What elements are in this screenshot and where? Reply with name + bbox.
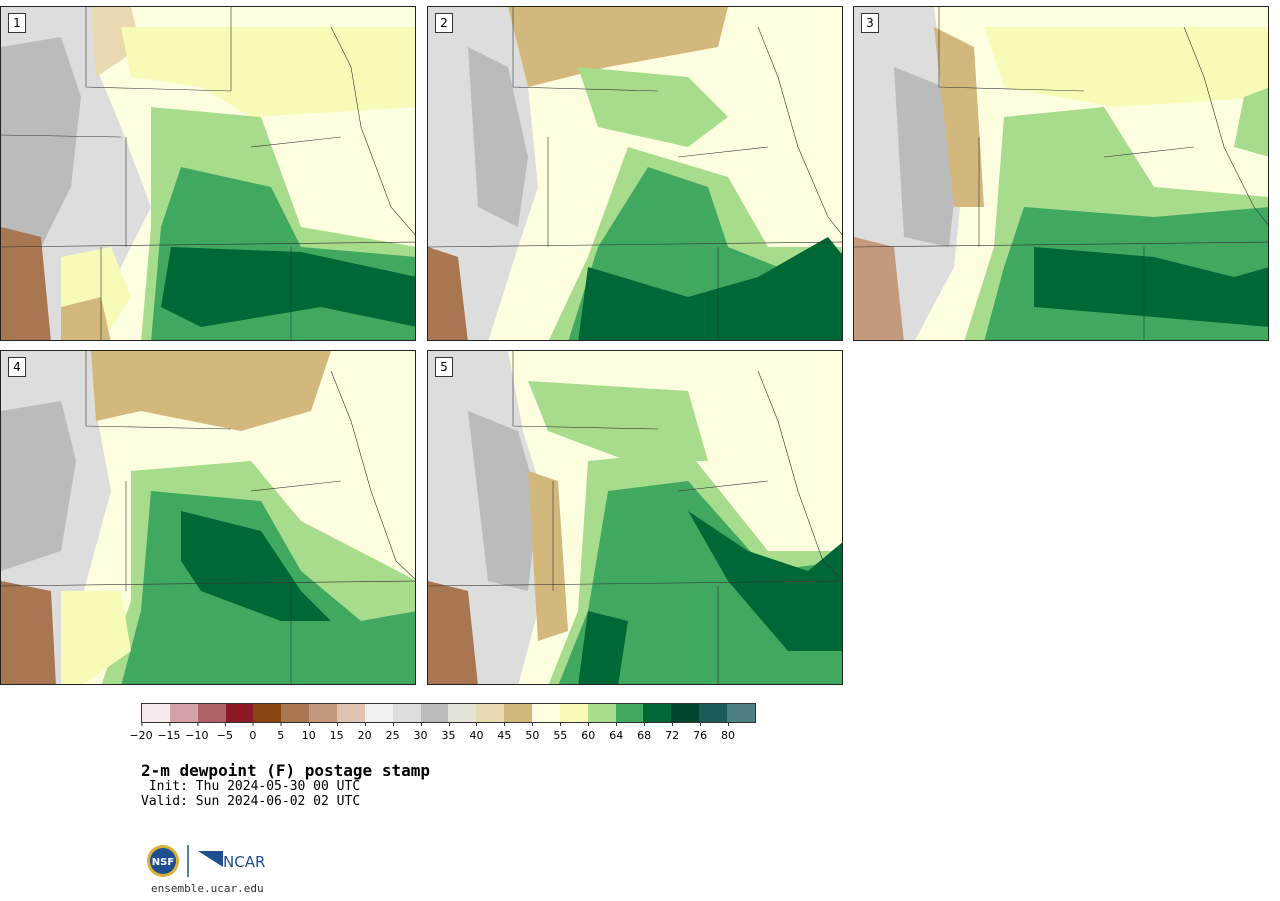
nsf-logo-icon: NSF xyxy=(147,845,179,877)
colorbar-tick-label: 0 xyxy=(249,722,256,742)
colorbar-tick-label: 35 xyxy=(442,722,456,742)
dewpoint-map-3 xyxy=(854,7,1268,340)
svg-text:NCAR: NCAR xyxy=(223,853,265,871)
colorbar-tick-label: 76 xyxy=(693,722,707,742)
colorbar-tick-label: 72 xyxy=(665,722,679,742)
dewpoint-map-5 xyxy=(428,351,842,684)
colorbar-segment xyxy=(142,704,170,722)
panel-label: 3 xyxy=(861,13,879,33)
colorbar-tick-label: 80 xyxy=(721,722,735,742)
colorbar-tick-label: 60 xyxy=(581,722,595,742)
dewpoint-map-1 xyxy=(1,7,415,340)
panel-label: 1 xyxy=(8,13,26,33)
dewpoint-map-2 xyxy=(428,7,842,340)
map-panel-2: 2 xyxy=(427,6,843,341)
colorbar-segment xyxy=(364,704,393,722)
colorbar-segment xyxy=(643,704,672,722)
ncar-logo-icon: NCAR xyxy=(198,851,265,871)
panel-label: 2 xyxy=(435,13,453,33)
colorbar-tick-label: 5 xyxy=(277,722,284,742)
colorbar-segment xyxy=(727,704,755,722)
website-link[interactable]: ensemble.ucar.edu xyxy=(151,882,264,895)
colorbar-tick-label: 50 xyxy=(525,722,539,742)
colorbar-tick-label: 40 xyxy=(469,722,483,742)
colorbar-tick-label: −5 xyxy=(217,722,233,742)
colorbar-tick-label: 55 xyxy=(553,722,567,742)
colorbar-segment xyxy=(309,704,338,722)
colorbar-segment xyxy=(281,704,310,722)
colorbar-tick-label: 30 xyxy=(414,722,428,742)
colorbar-segment xyxy=(671,704,700,722)
colorbar-segment xyxy=(448,704,477,722)
colorbar-segment xyxy=(587,704,616,722)
colorbar-tick-label: −20 xyxy=(129,722,153,742)
panel-label: 5 xyxy=(435,357,453,377)
colorbar-segment xyxy=(169,704,198,722)
map-panel-3: 3 xyxy=(853,6,1269,341)
colorbar-segment xyxy=(504,704,533,722)
colorbar-segment xyxy=(532,704,560,722)
colorbar-segment xyxy=(392,704,421,722)
chart-title: 2-m dewpoint (F) postage stamp xyxy=(141,761,430,780)
colorbar-segment xyxy=(559,704,588,722)
colorbar-tick-label: 45 xyxy=(497,722,511,742)
colorbar-segment xyxy=(337,704,365,722)
colorbar-tick-label: 64 xyxy=(609,722,623,742)
colorbar-segment xyxy=(420,704,449,722)
colorbar-segment xyxy=(476,704,505,722)
init-time: Init: Thu 2024-05-30 00 UTC xyxy=(141,779,361,794)
colorbar-segment xyxy=(197,704,226,722)
colorbar-tick-label: −15 xyxy=(157,722,181,742)
map-panel-5: 5 xyxy=(427,350,843,685)
nsf-ncar-logo: NSF NCAR xyxy=(147,845,265,877)
dewpoint-map-4 xyxy=(1,351,415,684)
colorbar-tick-label: 25 xyxy=(386,722,400,742)
colorbar-segment xyxy=(225,704,254,722)
colorbar-tick-label: 10 xyxy=(302,722,316,742)
map-panel-4: 4 xyxy=(0,350,416,685)
colorbar-tick-label: 15 xyxy=(330,722,344,742)
colorbar-segment xyxy=(699,704,728,722)
svg-text:NSF: NSF xyxy=(152,857,174,868)
colorbar xyxy=(141,703,756,723)
map-panel-1: 1 xyxy=(0,6,416,341)
colorbar-segment xyxy=(615,704,644,722)
panel-label: 4 xyxy=(8,357,26,377)
valid-time: Valid: Sun 2024-06-02 02 UTC xyxy=(141,794,361,809)
colorbar-tick-label: 68 xyxy=(637,722,651,742)
colorbar-segment xyxy=(253,704,282,722)
colorbar-tick-label: −10 xyxy=(185,722,209,742)
colorbar-tick-label: 20 xyxy=(358,722,372,742)
colorbar-ticks: −20 −15 −10 −5 0 5 10 15 20 25 30 35 40 45 50 55 60 64 68 7… xyxy=(129,722,756,744)
